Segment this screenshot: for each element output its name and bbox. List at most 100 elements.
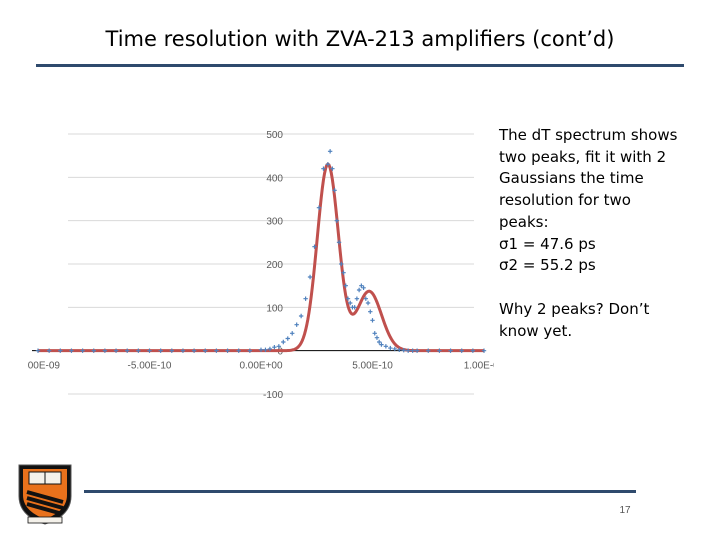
data-point (58, 348, 63, 353)
data-point (91, 348, 96, 353)
data-point (267, 346, 273, 352)
data-point (281, 339, 286, 345)
data-point (298, 313, 304, 319)
data-point (356, 287, 362, 293)
text-line: Gaussians the time (499, 169, 644, 188)
data-point (307, 274, 313, 280)
data-point (303, 296, 308, 301)
y-tick-label: 100 (266, 303, 283, 314)
y-tick-label: -100 (263, 390, 283, 401)
text-line: resolution for two (499, 191, 631, 210)
x-tick-label: 0.00E+00 (239, 361, 283, 372)
data-point (334, 218, 340, 223)
data-point (46, 348, 52, 353)
data-point (316, 205, 322, 210)
data-point (225, 348, 230, 353)
x-tick-label: -5.00E-10 (128, 361, 172, 372)
data-point (348, 300, 353, 306)
data-point (113, 348, 119, 353)
data-point (361, 285, 366, 291)
princeton-shield-logo (16, 462, 74, 526)
data-point (372, 331, 377, 336)
data-point (376, 339, 382, 345)
data-point (437, 348, 442, 353)
data-point (158, 348, 163, 353)
data-point (336, 240, 342, 245)
text-line: The dT spectrum shows (499, 126, 678, 144)
data-point (379, 342, 384, 347)
data-point (236, 348, 241, 353)
y-tick-label: 0 (277, 347, 283, 358)
data-point (397, 347, 402, 352)
gaussian-fit-line (38, 162, 484, 353)
title-divider (36, 64, 684, 67)
data-point (339, 261, 344, 267)
data-point (426, 348, 431, 353)
data-point (354, 296, 360, 301)
data-point (180, 348, 186, 353)
data-point (365, 300, 371, 306)
y-tick-label: 500 (266, 130, 283, 141)
data-point (191, 348, 197, 353)
data-point (345, 296, 351, 301)
y-tick-label: 200 (266, 260, 283, 271)
data-point (276, 344, 282, 349)
data-point (294, 322, 299, 327)
data-point (312, 244, 317, 249)
data-point (321, 166, 326, 171)
data-point (327, 149, 333, 154)
data-point (405, 348, 411, 353)
results-text: The dT spectrum shows two peaks, fit it … (499, 125, 709, 342)
data-point (290, 331, 295, 336)
data-point (401, 348, 406, 353)
data-point (272, 345, 277, 350)
data-point (341, 270, 346, 275)
data-point (258, 347, 264, 352)
data-point (332, 188, 337, 193)
data-point (203, 348, 208, 353)
data-point (263, 347, 268, 352)
sigma2-result: σ2 = 55.2 ps (499, 256, 596, 275)
data-point (363, 296, 369, 301)
text-line: peaks: (499, 212, 549, 231)
data-point (448, 348, 453, 353)
data-point (388, 345, 393, 351)
sigma1-result: σ1 = 47.6 ps (499, 234, 596, 253)
question-line: Why 2 peaks? Don’t (499, 299, 650, 318)
slide-title: Time resolution with ZVA-213 amplifiers … (105, 27, 615, 51)
x-tick-label: 1.00E-09 (464, 361, 494, 372)
data-point (410, 348, 415, 353)
question-line: know yet. (499, 321, 573, 340)
data-point (214, 348, 219, 353)
data-point (330, 166, 335, 171)
dt-spectrum-chart: -100 0 100 200 300 400 500 -1.00E-09 -5.00E-10 0.… (28, 128, 494, 406)
data-point (459, 348, 464, 353)
footer-divider (84, 490, 636, 493)
data-point (343, 283, 348, 288)
data-point (102, 348, 108, 353)
data-point (374, 335, 380, 340)
data-point (80, 348, 85, 353)
page-number: 17 (619, 505, 631, 516)
y-tick-label: 300 (266, 217, 283, 228)
x-tick-label: 5.00E-10 (352, 361, 393, 372)
data-point (247, 348, 253, 353)
data-point (481, 348, 487, 353)
x-tick-label: -1.00E-09 (28, 361, 60, 372)
text-line: two peaks, fit it with 2 (499, 147, 667, 166)
data-point (169, 348, 174, 353)
data-point (470, 348, 476, 353)
y-tick-label: 400 (266, 173, 283, 184)
data-point (383, 344, 389, 349)
data-point (392, 346, 397, 352)
data-point (368, 309, 373, 314)
data-point (352, 305, 357, 310)
data-point (125, 348, 130, 353)
data-point (285, 336, 290, 341)
data-point (414, 348, 420, 353)
data-point (147, 348, 152, 353)
data-point (69, 348, 74, 353)
data-point (359, 283, 364, 288)
spacer (499, 277, 709, 299)
data-point (35, 348, 41, 353)
